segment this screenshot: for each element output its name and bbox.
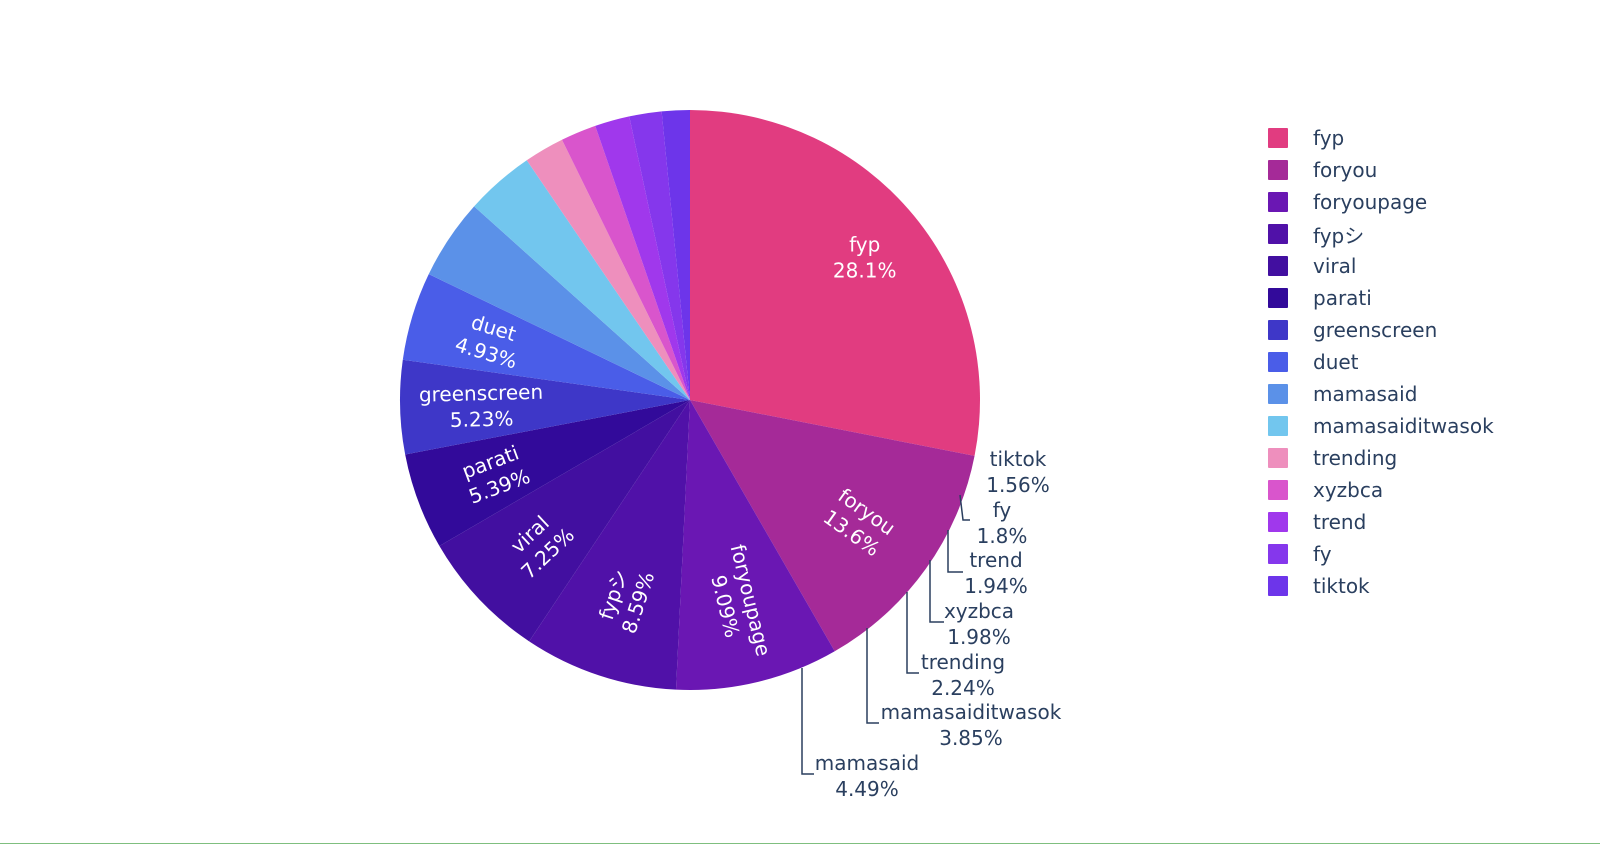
legend-item-tiktok[interactable]: tiktok <box>1268 570 1494 602</box>
legend-swatch <box>1268 480 1288 500</box>
pie-slice-tiktok[interactable] <box>661 110 690 400</box>
legend-label: fyp <box>1313 126 1345 150</box>
pie-slice-foryoupage[interactable] <box>675 400 835 690</box>
pie-slice-foryou[interactable] <box>690 400 975 652</box>
pie-slice-parati[interactable] <box>405 400 690 546</box>
legend-label: xyzbca <box>1313 478 1384 502</box>
slice-label-fyp: fyp 28.1% <box>833 232 897 282</box>
slice-label-xyzbca: xyzbca 1.98% <box>944 599 1014 649</box>
leader-line-mamasaid <box>801 668 814 775</box>
leader-line-mamasaiditwasok <box>866 628 879 724</box>
legend-item-mamasaid[interactable]: mamasaid <box>1268 378 1494 410</box>
pie-slice-fyp[interactable] <box>690 110 981 456</box>
legend-item-trending[interactable]: trending <box>1268 442 1494 474</box>
legend-label: tiktok <box>1313 574 1370 598</box>
bottom-divider <box>0 843 1600 844</box>
legend-item-foryou[interactable]: foryou <box>1268 154 1494 186</box>
legend-item-fyp[interactable]: fypシ <box>1268 218 1494 250</box>
legend-item-parati[interactable]: parati <box>1268 282 1494 314</box>
leader-line-xyzbca <box>929 560 944 623</box>
slice-label-greenscreen: greenscreen5.23% <box>419 380 544 433</box>
legend-item-greenscreen[interactable]: greenscreen <box>1268 314 1494 346</box>
pie-slice-duet[interactable] <box>402 274 690 400</box>
slice-label-tiktok: tiktok 1.56% <box>986 447 1050 497</box>
legend-label: trend <box>1313 510 1367 534</box>
legend-swatch <box>1268 384 1288 404</box>
pie-slice-fy[interactable] <box>629 111 690 400</box>
legend-swatch <box>1268 160 1288 180</box>
legend-label: viral <box>1313 254 1357 278</box>
pie-slice-fyp[interactable] <box>529 400 690 690</box>
legend-label: parati <box>1313 286 1372 310</box>
pie-slice-trend[interactable] <box>595 116 690 401</box>
legend-swatch <box>1268 256 1288 276</box>
slice-label-fy: fy 1.8% <box>977 498 1028 548</box>
legend-item-duet[interactable]: duet <box>1268 346 1494 378</box>
legend-swatch <box>1268 448 1288 468</box>
leader-line-trend <box>947 530 963 573</box>
pie-slice-trending[interactable] <box>526 139 690 401</box>
legend-swatch <box>1268 416 1288 436</box>
legend-swatch <box>1268 352 1288 372</box>
legend-item-xyzbca[interactable]: xyzbca <box>1268 474 1494 506</box>
legend-label: greenscreen <box>1313 318 1438 342</box>
slice-label-mamasaid: mamasaid 4.49% <box>815 751 919 801</box>
pie-slice-viral[interactable] <box>439 400 690 642</box>
legend-label: trending <box>1313 446 1398 470</box>
pie-slice-xyzbca[interactable] <box>561 125 690 401</box>
legend-swatch <box>1268 544 1288 564</box>
legend-swatch <box>1268 224 1288 244</box>
slice-label-mamasaiditwasok: mamasaiditwasok 3.85% <box>881 700 1062 750</box>
legend-item-mamasaiditwasok[interactable]: mamasaiditwasok <box>1268 410 1494 442</box>
legend-item-fy[interactable]: fy <box>1268 538 1494 570</box>
legend-swatch <box>1268 320 1288 340</box>
pie-slice-mamasaid[interactable] <box>428 206 690 400</box>
legend-swatch <box>1268 512 1288 532</box>
slice-label-trend: trend 1.94% <box>964 548 1028 598</box>
pie-slice-mamasaiditwasok[interactable] <box>474 160 690 400</box>
legend-swatch <box>1268 576 1288 596</box>
legend-label: mamasaid <box>1313 382 1418 406</box>
legend-label: foryou <box>1313 158 1378 182</box>
legend-item-trend[interactable]: trend <box>1268 506 1494 538</box>
legend: fyp foryou foryoupage fypシ viral parati greens… <box>1268 122 1494 602</box>
legend-item-viral[interactable]: viral <box>1268 250 1494 282</box>
leader-line-trending <box>906 592 919 674</box>
legend-label: foryoupage <box>1313 190 1428 214</box>
legend-label: fypシ <box>1313 223 1365 248</box>
legend-swatch <box>1268 192 1288 212</box>
legend-label: mamasaiditwasok <box>1313 414 1494 438</box>
legend-item-fyp[interactable]: fyp <box>1268 122 1494 154</box>
slice-label-trending: trending 2.24% <box>921 650 1005 700</box>
legend-label: fy <box>1313 542 1332 566</box>
legend-item-foryoupage[interactable]: foryoupage <box>1268 186 1494 218</box>
pie-slice-greenscreen[interactable] <box>399 359 690 455</box>
legend-label: duet <box>1313 350 1359 374</box>
leader-line-fy <box>959 494 970 521</box>
legend-swatch <box>1268 288 1288 308</box>
legend-swatch <box>1268 128 1288 148</box>
